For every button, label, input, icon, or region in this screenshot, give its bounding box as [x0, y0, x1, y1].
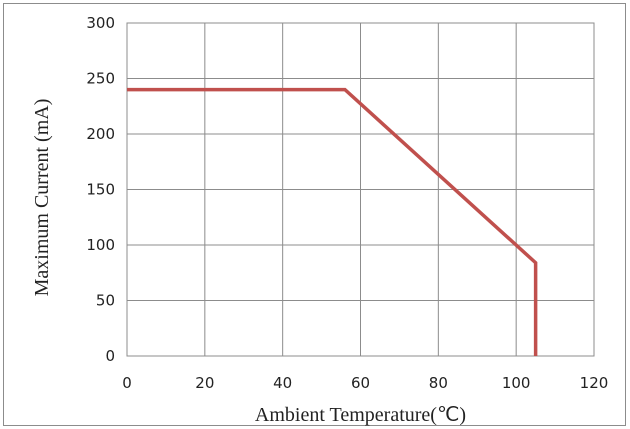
- x-axis-title: Ambient Temperature(℃): [255, 404, 466, 426]
- series-line-0: [127, 87, 538, 356]
- y-tick-label: 250: [86, 70, 115, 88]
- x-axis-ticks: 0 20 40 60 80 100 120: [122, 374, 608, 392]
- x-tick-label: 120: [580, 374, 609, 392]
- x-tick-label: 60: [351, 374, 370, 392]
- plot-area-border: [126, 22, 595, 357]
- series-group: [127, 87, 538, 356]
- x-tick-label: 100: [502, 374, 531, 392]
- x-tick-label: 40: [273, 374, 292, 392]
- y-tick-label: 0: [105, 347, 115, 365]
- y-axis-title: Maximum Current (mA): [31, 99, 53, 297]
- y-tick-label: 200: [86, 125, 115, 143]
- y-axis-ticks: 0 50 100 150 200 250 300: [86, 14, 115, 365]
- grid: [126, 22, 595, 357]
- x-tick-label: 0: [122, 374, 132, 392]
- y-tick-label: 100: [86, 236, 115, 254]
- x-tick-label: 20: [195, 374, 214, 392]
- y-tick-label: 150: [86, 181, 115, 199]
- y-tick-label: 50: [96, 292, 115, 310]
- y-tick-label: 300: [86, 14, 115, 32]
- x-tick-label: 80: [429, 374, 448, 392]
